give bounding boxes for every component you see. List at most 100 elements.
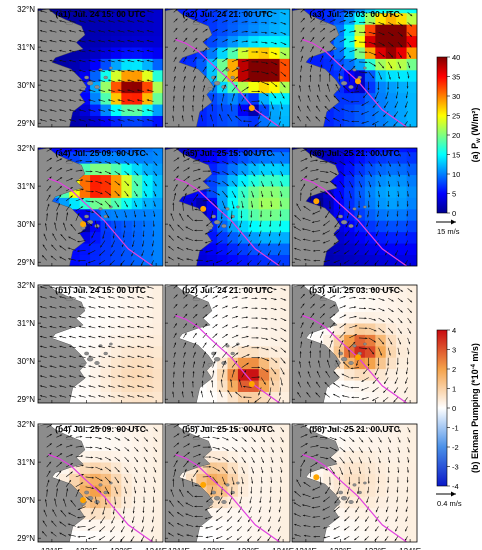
heatmap-cell (364, 357, 376, 370)
wind-vector-head (78, 30, 81, 32)
heatmap-cell (196, 285, 208, 290)
wind-vector-head (260, 215, 262, 218)
heatmap-cell (406, 35, 417, 48)
heatmap-cell (375, 300, 387, 313)
heatmap-cell (344, 391, 355, 403)
wind-vector-head (312, 212, 315, 215)
heatmap-cell (152, 174, 163, 187)
wind-vector-head (204, 342, 207, 345)
wind-vector-head (272, 440, 275, 443)
heatmap-cell (406, 92, 417, 105)
wind-vector-head (137, 89, 140, 92)
heatmap-cell (417, 81, 428, 93)
heatmap-cell (344, 115, 355, 127)
wind-vector-head (344, 243, 347, 246)
heatmap-cell (152, 254, 163, 266)
heatmap-cell (131, 104, 143, 116)
wind-vector-head (80, 435, 83, 438)
wind-vector-head (100, 181, 103, 184)
heatmap-cell (79, 208, 91, 221)
heatmap-cell (217, 507, 228, 520)
wind-vector-head (348, 206, 351, 209)
heatmap-cell (417, 186, 428, 198)
wind-vector-head (278, 529, 280, 532)
island (109, 342, 113, 346)
wind-vector-head (396, 87, 399, 89)
heatmap-cell (142, 220, 153, 233)
wind-vector-head (88, 395, 91, 397)
heatmap-cell (396, 254, 407, 266)
wind-vector-head (313, 9, 316, 11)
heatmap-cell (121, 24, 133, 37)
heatmap-cell (237, 424, 249, 429)
heatmap-cell (258, 424, 270, 429)
panel-frame (164, 8, 291, 128)
wind-vector-head (69, 325, 72, 328)
wind-vector-head (367, 88, 370, 91)
heatmap-cell (90, 334, 101, 347)
wind-vector-head (69, 480, 71, 483)
heatmap-cell (69, 473, 81, 486)
heatmap-cell (131, 220, 143, 233)
heatmap-cell (396, 35, 407, 48)
island (230, 351, 235, 356)
heatmap-cell (131, 450, 143, 463)
heatmap-cell (131, 115, 143, 127)
heatmap-cell (196, 473, 208, 486)
wind-vector-head (391, 289, 394, 292)
wind-vector-head (205, 250, 208, 253)
heatmap-cell (79, 427, 91, 440)
wind-vector-head (197, 149, 200, 152)
heatmap-cell (142, 484, 153, 497)
heatmap-cell (121, 220, 133, 233)
wind-vector-head (259, 224, 262, 227)
wind-vector-head (235, 163, 238, 165)
heatmap-cell (110, 58, 122, 71)
heatmap-cell (121, 174, 133, 187)
wind-vector-head (260, 205, 263, 208)
wind-vector-head (39, 296, 43, 298)
wind-vector-head (366, 224, 369, 227)
wind-vector-head (280, 107, 283, 110)
heatmap-cell (79, 345, 91, 358)
wind-vector-head (382, 43, 385, 46)
wind-vector-head (98, 79, 101, 82)
heatmap-cell (333, 24, 345, 37)
heatmap-cell (364, 81, 376, 94)
wind-vector-head (322, 232, 325, 235)
wind-vector-head (382, 123, 385, 126)
wind-vector-head (69, 79, 72, 82)
wind-vector-head (127, 438, 130, 441)
wind-vector-head (225, 29, 228, 32)
wind-vector-head (88, 39, 91, 42)
heatmap-cell (58, 197, 70, 210)
wind-vector-head (405, 253, 407, 256)
wind-vector-head (197, 159, 200, 162)
wind-vector-head (195, 525, 198, 528)
wind-vector-head (353, 65, 356, 68)
heatmap-cell (90, 208, 101, 221)
heatmap-cell (302, 148, 314, 153)
heatmap-cell (131, 380, 143, 392)
heatmap-cell (217, 380, 228, 392)
wind-vector-head (252, 184, 255, 187)
wind-vector-head (266, 62, 269, 64)
wind-vector-head (213, 360, 216, 364)
wind-vector-head (278, 510, 281, 513)
wind-vector-head (175, 460, 178, 463)
wind-vector-head (210, 114, 212, 117)
wind-vector-head (39, 30, 43, 32)
wind-vector-head (226, 152, 229, 154)
wind-vector-head (78, 79, 81, 82)
wind-vector-head (60, 234, 63, 237)
heatmap-cell (344, 243, 355, 255)
wind-vector-head (374, 97, 377, 100)
heatmap-cell (333, 92, 345, 105)
wind-vector-head (257, 356, 260, 359)
heatmap-cell (248, 186, 260, 198)
heatmap-cell (237, 427, 249, 440)
wind-vector-head (305, 158, 308, 161)
heatmap-cell (217, 163, 228, 176)
wind-vector-head (127, 296, 130, 298)
island (221, 224, 227, 228)
